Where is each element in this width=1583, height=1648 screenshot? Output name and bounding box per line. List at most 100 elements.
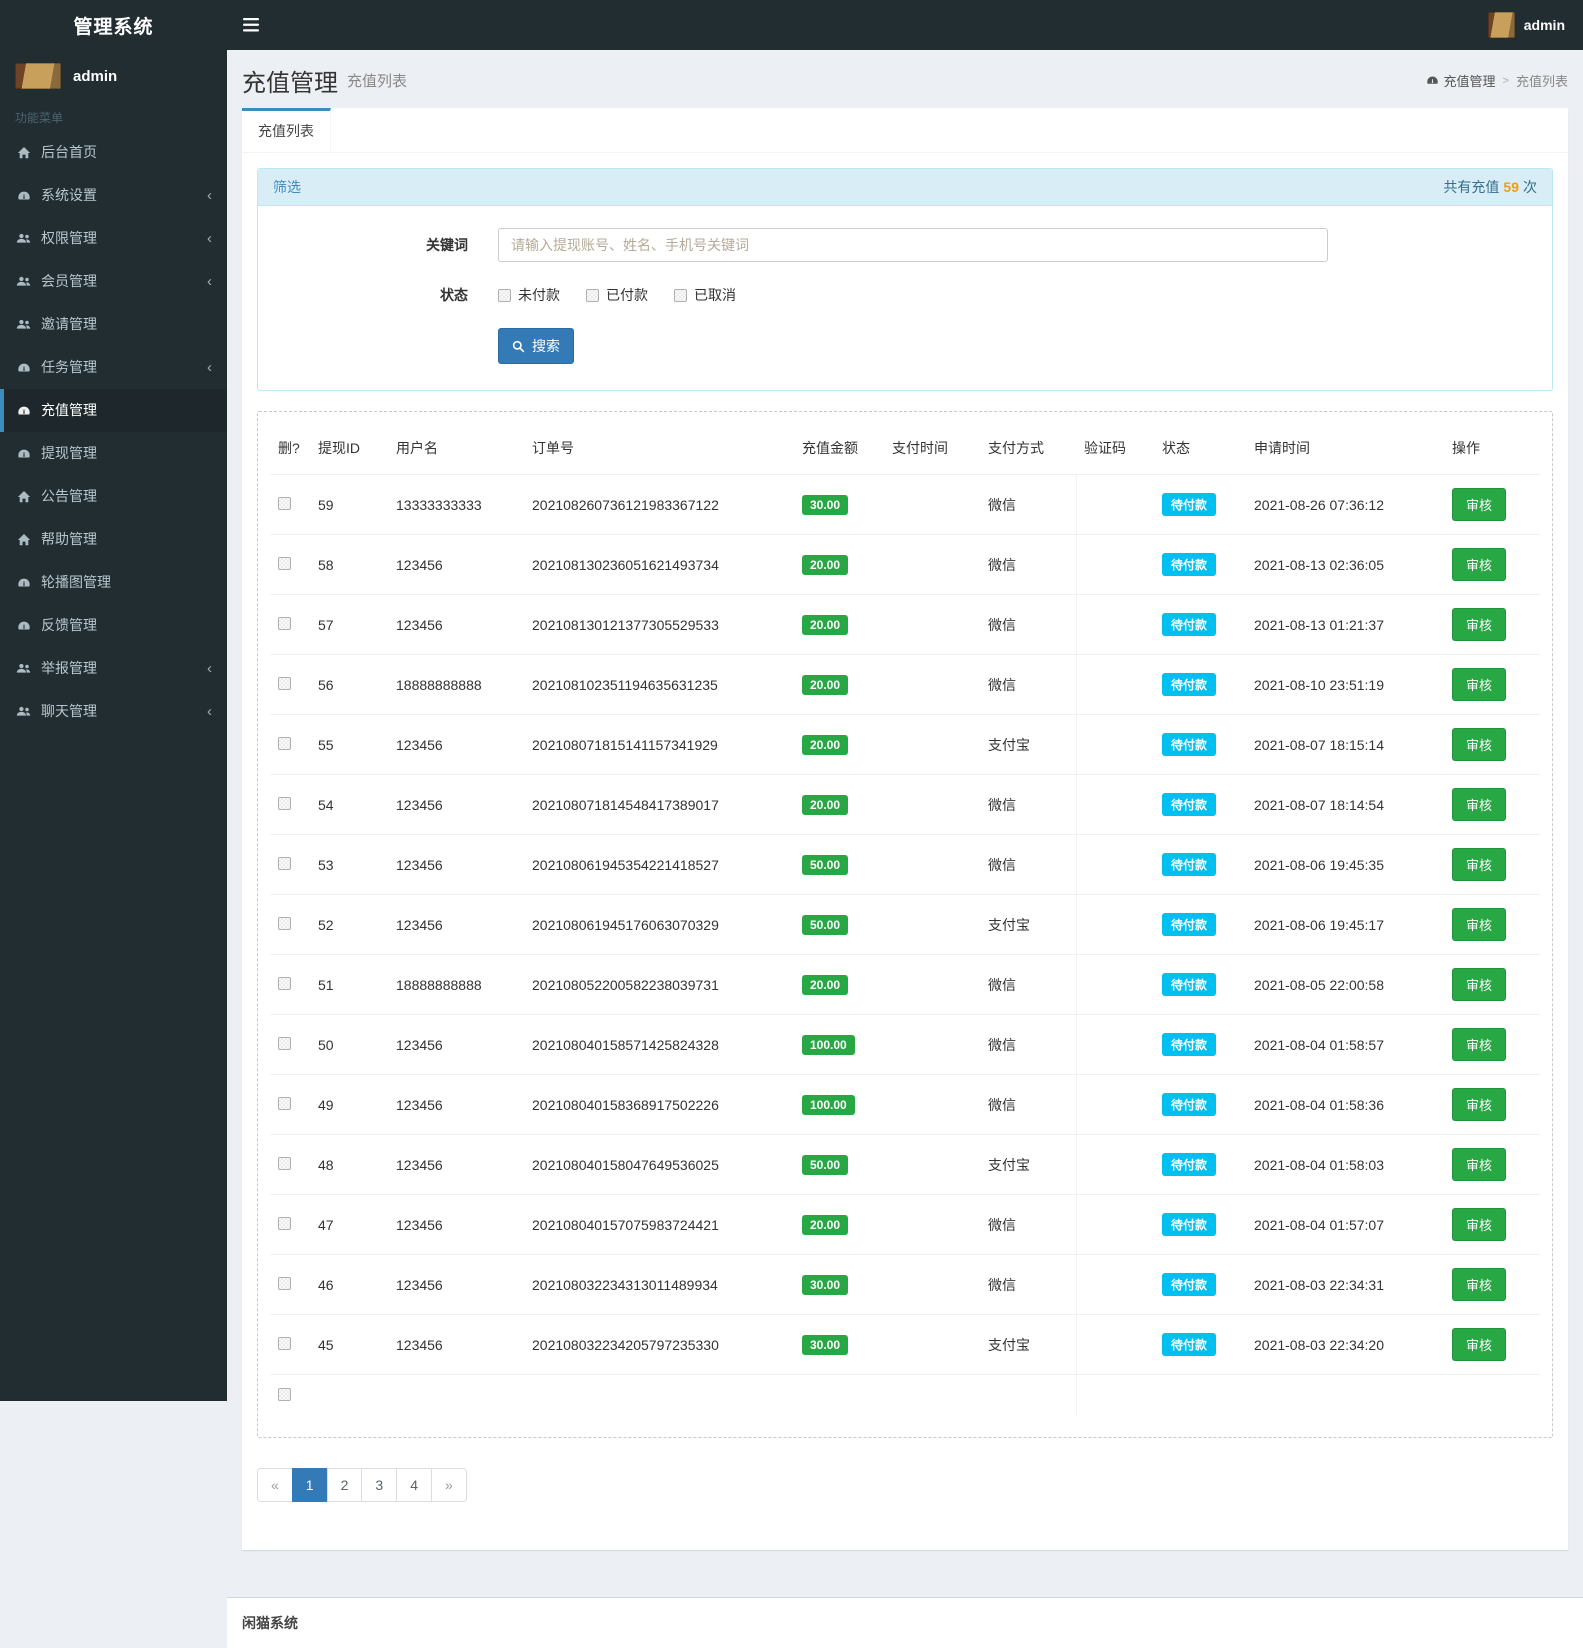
status-checkbox[interactable] — [674, 288, 687, 302]
sidebar-item-carousel[interactable]: 轮播图管理 ‹ — [0, 561, 227, 604]
select-all-checkbox[interactable] — [278, 1388, 291, 1401]
pay-method-cell: 支付宝 — [980, 714, 1076, 775]
pay-time-cell — [884, 534, 980, 595]
sidebar-item-chat[interactable]: 聊天管理 ‹ — [0, 690, 227, 733]
page-button[interactable]: 1 — [291, 1468, 328, 1502]
username-cell: 123456 — [388, 594, 524, 655]
audit-button[interactable]: 审核 — [1452, 668, 1507, 701]
pay-time-cell — [884, 714, 980, 775]
table-row: 52 123456 202108061945176063070329 50.00… — [270, 894, 1540, 955]
sidebar-item-announcement[interactable]: 公告管理 ‹ — [0, 475, 227, 518]
audit-button[interactable]: 审核 — [1452, 488, 1507, 521]
row-checkbox[interactable] — [278, 1036, 291, 1050]
audit-button[interactable]: 审核 — [1452, 908, 1507, 941]
withdraw-id: 53 — [310, 834, 388, 895]
status-badge: 待付款 — [1162, 1273, 1217, 1296]
page-button[interactable]: 2 — [326, 1468, 363, 1502]
order-no-cell: 202108071815141157341929 — [524, 714, 794, 775]
page-button[interactable]: 3 — [361, 1468, 398, 1502]
sidebar-item-label: 系统设置 — [41, 187, 97, 203]
tab-recharge-list[interactable]: 充值列表 — [242, 108, 331, 152]
pay-method-cell: 微信 — [980, 834, 1076, 895]
sidebar-item-permissions[interactable]: 权限管理 ‹ — [0, 217, 227, 260]
audit-button[interactable]: 审核 — [1452, 608, 1507, 641]
row-checkbox[interactable] — [278, 796, 291, 810]
sidebar-item-tasks[interactable]: 任务管理 ‹ — [0, 346, 227, 389]
page-title: 充值管理 — [242, 70, 338, 97]
breadcrumb-parent[interactable]: 充值管理 — [1426, 71, 1496, 90]
row-checkbox[interactable] — [278, 736, 291, 750]
audit-button[interactable]: 审核 — [1452, 728, 1507, 761]
status-checkbox[interactable] — [586, 288, 599, 302]
sidebar-item-recharge[interactable]: 充值管理 ‹ — [0, 389, 227, 432]
audit-button[interactable]: 审核 — [1452, 788, 1507, 821]
sidebar-item-system[interactable]: 系统设置 ‹ — [0, 174, 227, 217]
gauge-icon — [15, 619, 32, 633]
page-button[interactable]: » — [430, 1468, 467, 1502]
row-checkbox[interactable] — [278, 616, 291, 630]
audit-button[interactable]: 审核 — [1452, 968, 1507, 1001]
status-checkbox[interactable] — [498, 288, 511, 302]
amount-badge: 20.00 — [802, 614, 849, 635]
row-checkbox[interactable] — [278, 916, 291, 930]
audit-button[interactable]: 审核 — [1452, 548, 1507, 581]
audit-button[interactable]: 审核 — [1452, 1088, 1507, 1121]
row-checkbox[interactable] — [278, 1156, 291, 1170]
table-body: 59 13333333333 202108260736121983367122 … — [270, 474, 1540, 1375]
withdraw-id: 54 — [310, 774, 388, 835]
sidebar-item-members[interactable]: 会员管理 ‹ — [0, 260, 227, 303]
pay-time-cell — [884, 594, 980, 655]
keyword-input[interactable] — [498, 228, 1328, 262]
row-checkbox[interactable] — [278, 1216, 291, 1230]
sidebar-item-invites[interactable]: 邀请管理 ‹ — [0, 303, 227, 346]
row-checkbox[interactable] — [278, 676, 291, 690]
row-checkbox[interactable] — [278, 1336, 291, 1350]
apply-time-cell: 2021-08-04 01:58:36 — [1246, 1074, 1444, 1135]
audit-button[interactable]: 审核 — [1452, 1028, 1507, 1061]
sidebar-item-withdraw[interactable]: 提现管理 ‹ — [0, 432, 227, 475]
amount-badge: 100.00 — [802, 1034, 855, 1055]
sidebar-item-label: 会员管理 — [41, 273, 97, 289]
order-no-cell: 202108040157075983724421 — [524, 1194, 794, 1255]
amount-badge: 20.00 — [802, 674, 849, 695]
sidebar-item-dashboard[interactable]: 后台首页 ‹ — [0, 131, 227, 174]
verify-code-cell — [1075, 654, 1154, 715]
pay-method-cell: 微信 — [980, 1014, 1076, 1075]
audit-button[interactable]: 审核 — [1452, 1268, 1507, 1301]
row-checkbox[interactable] — [278, 1096, 291, 1110]
page-button[interactable]: « — [257, 1468, 293, 1502]
page-button[interactable]: 4 — [396, 1468, 432, 1502]
sidebar: admin 功能菜单 后台首页 ‹ 系统设置 ‹ 权限管理 ‹ 会员管理 ‹ 邀… — [0, 50, 227, 1401]
column-header: 申请时间 — [1254, 440, 1310, 456]
row-checkbox[interactable] — [278, 556, 291, 570]
status-badge: 待付款 — [1162, 1033, 1217, 1056]
status-option[interactable]: 未付款 — [498, 285, 560, 305]
header-user-menu[interactable]: admin — [1487, 0, 1583, 50]
status-option[interactable]: 已取消 — [674, 285, 736, 305]
user-avatar — [1487, 12, 1515, 38]
sidebar-item-reports[interactable]: 举报管理 ‹ — [0, 647, 227, 690]
row-checkbox[interactable] — [278, 976, 291, 990]
verify-code-cell — [1075, 834, 1154, 895]
search-button[interactable]: 搜索 — [498, 328, 574, 364]
audit-button[interactable]: 审核 — [1452, 1148, 1507, 1181]
username-cell: 18888888888 — [388, 954, 524, 1015]
audit-button[interactable]: 审核 — [1452, 1328, 1507, 1361]
pay-method-cell: 微信 — [980, 774, 1076, 835]
sidebar-user-panel[interactable]: admin — [0, 50, 227, 97]
audit-button[interactable]: 审核 — [1452, 1208, 1507, 1241]
row-checkbox[interactable] — [278, 496, 291, 510]
table-header-row: 删? 提现ID 用户名 订单号 充值金额 支付时间 支付方式 验证码 状态 申请时间 操作 — [270, 422, 1540, 475]
hamburger-menu-icon[interactable] — [227, 0, 275, 50]
verify-code-cell — [1075, 1314, 1154, 1375]
sidebar-item-help[interactable]: 帮助管理 ‹ — [0, 518, 227, 561]
pay-time-cell — [884, 774, 980, 835]
row-checkbox[interactable] — [278, 1276, 291, 1290]
status-option[interactable]: 已付款 — [586, 285, 648, 305]
audit-button[interactable]: 审核 — [1452, 848, 1507, 881]
row-checkbox[interactable] — [278, 856, 291, 870]
chevron-left-icon: ‹ — [207, 186, 212, 204]
pay-time-cell — [884, 1134, 980, 1195]
footer-text: 闲猫系统 — [242, 1615, 298, 1631]
sidebar-item-feedback[interactable]: 反馈管理 ‹ — [0, 604, 227, 647]
